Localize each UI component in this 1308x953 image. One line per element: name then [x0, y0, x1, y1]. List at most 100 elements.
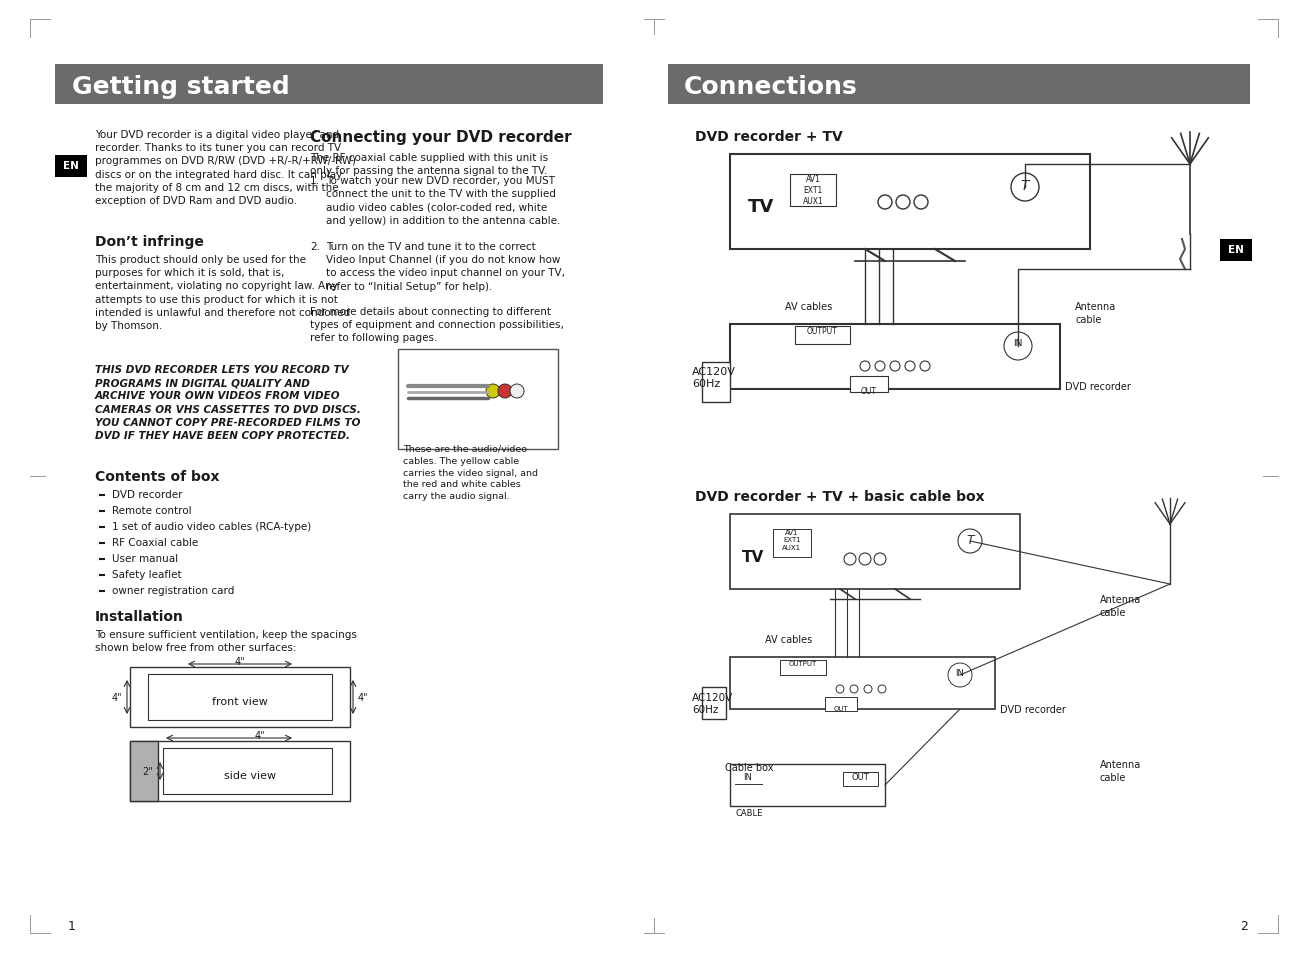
Text: side view: side view: [224, 770, 276, 781]
Circle shape: [859, 554, 871, 565]
Circle shape: [865, 685, 872, 693]
Text: RF Coaxial cable: RF Coaxial cable: [112, 537, 199, 547]
Text: 4": 4": [234, 657, 246, 666]
Bar: [55, 65, 603, 105]
Text: Cable box: Cable box: [725, 762, 773, 772]
Text: To watch your new DVD recorder, you MUST
connect the unit to the TV with the sup: To watch your new DVD recorder, you MUST…: [326, 175, 560, 225]
Text: IN: IN: [743, 772, 752, 781]
Text: 1: 1: [68, 919, 76, 932]
Text: 4": 4": [111, 692, 123, 702]
Text: DVD recorder + TV: DVD recorder + TV: [695, 130, 842, 144]
Text: THIS DVD RECORDER LETS YOU RECORD TV
PROGRAMS IN DIGITAL QUALITY AND
ARCHIVE YOU: THIS DVD RECORDER LETS YOU RECORD TV PRO…: [95, 365, 361, 440]
Text: T: T: [967, 533, 974, 546]
Text: AV1
EXT1
AUX1: AV1 EXT1 AUX1: [803, 174, 823, 206]
Circle shape: [859, 361, 870, 372]
Bar: [730, 764, 886, 806]
Text: EN: EN: [1228, 245, 1244, 254]
Text: front view: front view: [212, 697, 268, 706]
Text: Connections: Connections: [684, 75, 858, 99]
Text: TV: TV: [748, 198, 774, 215]
Text: IN: IN: [956, 668, 964, 678]
Text: Antenna
cable: Antenna cable: [1100, 595, 1142, 618]
Text: OUTPUT: OUTPUT: [789, 660, 818, 666]
Text: Remote control: Remote control: [112, 505, 192, 516]
Circle shape: [875, 361, 886, 372]
Bar: [773, 530, 811, 558]
Text: DVD recorder: DVD recorder: [1001, 704, 1066, 714]
Bar: [730, 154, 1090, 250]
Circle shape: [957, 530, 982, 554]
Bar: [850, 376, 888, 393]
Text: OUT: OUT: [852, 772, 869, 781]
Bar: [55, 156, 88, 178]
Text: DVD recorder: DVD recorder: [112, 490, 183, 499]
Circle shape: [878, 195, 892, 210]
Text: EN: EN: [63, 161, 78, 171]
Circle shape: [914, 195, 927, 210]
Circle shape: [889, 361, 900, 372]
Text: AC120V
60Hz: AC120V 60Hz: [692, 692, 734, 715]
Text: The RF coaxial cable supplied with this unit is
only for passing the antenna sig: The RF coaxial cable supplied with this …: [310, 152, 548, 176]
Text: CABLE: CABLE: [735, 808, 763, 817]
Bar: [398, 350, 559, 450]
Circle shape: [905, 361, 916, 372]
Bar: [825, 698, 857, 711]
Text: T: T: [1020, 179, 1029, 193]
Text: Antenna
cable: Antenna cable: [1100, 760, 1142, 782]
Text: AV cables: AV cables: [765, 635, 812, 644]
Circle shape: [874, 554, 886, 565]
Text: This product should only be used for the
purposes for which it is sold, that is,: This product should only be used for the…: [95, 254, 351, 331]
Text: OUT: OUT: [833, 705, 849, 711]
Circle shape: [498, 385, 511, 398]
Text: 4": 4": [255, 730, 266, 740]
Text: 1.: 1.: [310, 175, 320, 186]
Text: AV1
EXT1
AUX1: AV1 EXT1 AUX1: [782, 530, 802, 551]
Text: 2: 2: [1240, 919, 1248, 932]
Circle shape: [510, 385, 525, 398]
Circle shape: [850, 685, 858, 693]
Bar: [780, 660, 825, 676]
Text: 2.: 2.: [310, 242, 320, 252]
Bar: [129, 741, 158, 801]
Bar: [164, 748, 332, 794]
Text: To ensure sufficient ventilation, keep the spacings
shown below free from other : To ensure sufficient ventilation, keep t…: [95, 629, 357, 653]
Text: Connecting your DVD recorder: Connecting your DVD recorder: [310, 130, 572, 145]
Text: OUTPUT: OUTPUT: [807, 327, 837, 335]
Text: These are the audio/video
cables. The yellow cable
carries the video signal, and: These are the audio/video cables. The ye…: [403, 444, 538, 500]
Bar: [790, 174, 836, 207]
Text: User manual: User manual: [112, 554, 178, 563]
Circle shape: [487, 385, 500, 398]
Circle shape: [896, 195, 910, 210]
Bar: [730, 515, 1020, 589]
Text: DVD recorder + TV + basic cable box: DVD recorder + TV + basic cable box: [695, 490, 985, 503]
Bar: [148, 675, 332, 720]
Circle shape: [948, 663, 972, 687]
Text: Turn on the TV and tune it to the correct
Video Input Channel (if you do not kno: Turn on the TV and tune it to the correc…: [326, 242, 565, 292]
Text: Antenna
cable: Antenna cable: [1075, 302, 1116, 325]
Bar: [730, 658, 995, 709]
Bar: [668, 65, 1250, 105]
Text: Safety leaflet: Safety leaflet: [112, 569, 182, 579]
Bar: [795, 327, 850, 345]
Text: 4": 4": [357, 692, 369, 702]
Circle shape: [920, 361, 930, 372]
Text: IN: IN: [1014, 338, 1023, 348]
Bar: [129, 741, 351, 801]
Text: Contents of box: Contents of box: [95, 470, 220, 483]
Bar: [730, 325, 1059, 390]
Text: 1 set of audio video cables (RCA-type): 1 set of audio video cables (RCA-type): [112, 521, 311, 532]
Bar: [1220, 240, 1252, 262]
Circle shape: [836, 685, 844, 693]
Text: For more details about connecting to different
types of equipment and connection: For more details about connecting to dif…: [310, 307, 564, 343]
Bar: [842, 772, 878, 786]
Text: Installation: Installation: [95, 609, 184, 623]
Text: AV cables: AV cables: [785, 302, 832, 312]
Text: Your DVD recorder is a digital video player and
recorder. Thanks to its tuner yo: Your DVD recorder is a digital video pla…: [95, 130, 356, 206]
Circle shape: [1005, 333, 1032, 360]
Bar: [702, 687, 726, 720]
Text: DVD recorder: DVD recorder: [1065, 381, 1131, 392]
Text: 2": 2": [143, 766, 153, 776]
Text: owner registration card: owner registration card: [112, 585, 234, 596]
Text: TV: TV: [742, 549, 764, 564]
Text: Getting started: Getting started: [72, 75, 290, 99]
